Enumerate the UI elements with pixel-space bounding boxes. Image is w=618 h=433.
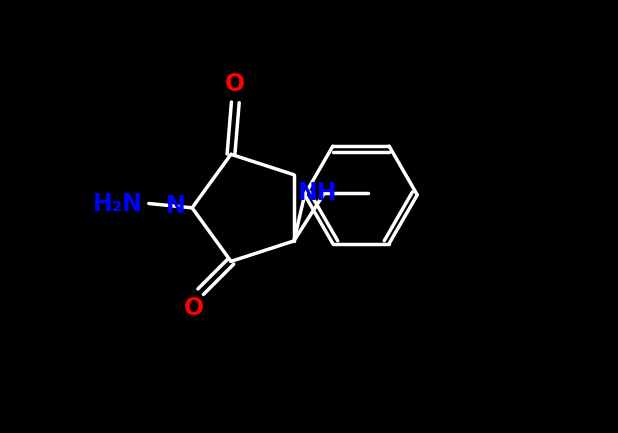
Text: H₂N: H₂N [93, 191, 142, 216]
Text: N: N [166, 194, 185, 218]
Text: O: O [225, 72, 245, 96]
Text: O: O [184, 296, 204, 320]
Text: NH: NH [298, 181, 338, 205]
